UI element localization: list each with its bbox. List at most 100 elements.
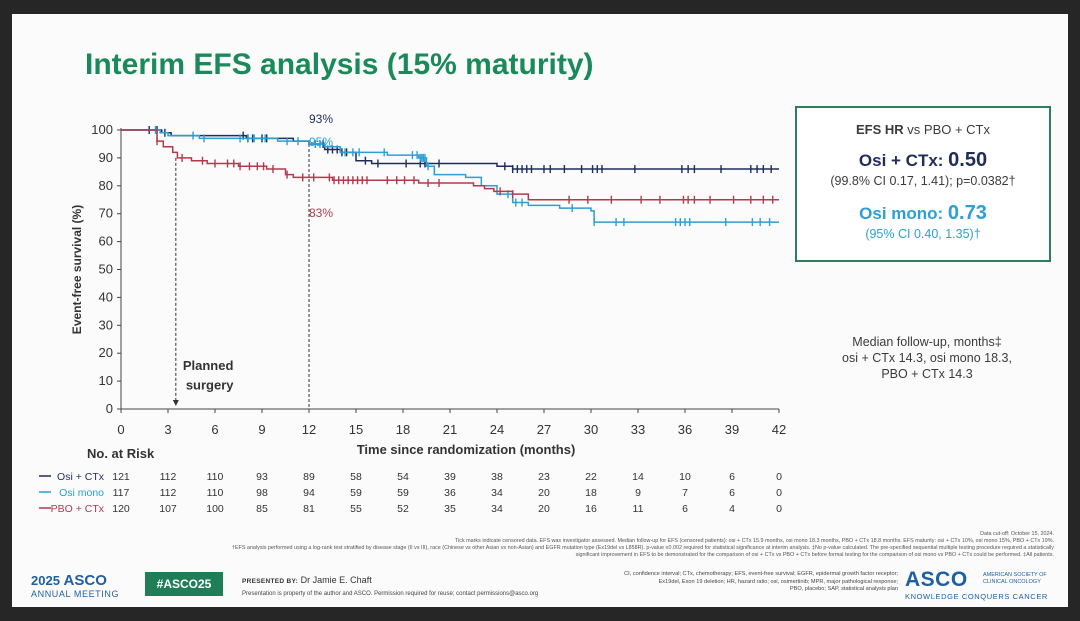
y-tick-label: 40 xyxy=(99,289,113,304)
risk-table-value: 23 xyxy=(538,471,550,483)
x-tick-label: 33 xyxy=(631,422,645,437)
osi-ctx-hr: Osi + CTx: 0.50 xyxy=(858,149,988,171)
y-tick-label: 80 xyxy=(99,178,113,193)
data-cutoff: Data cut-off: October 15, 2024. xyxy=(980,531,1054,537)
risk-table-value: 34 xyxy=(491,503,503,515)
risk-table-value: 7 xyxy=(682,487,688,499)
y-tick-label: 30 xyxy=(99,317,113,332)
series-curve xyxy=(121,129,779,223)
footnote-1: Tick marks indicate censored data. EFS w… xyxy=(454,538,1054,544)
slide: Interim EFS analysis (15% maturity) 0 10 2… xyxy=(12,14,1068,607)
risk-table-value: 94 xyxy=(303,487,315,499)
landmark-annotation: 93% xyxy=(309,112,333,126)
osi-ctx-ci: (99.8% CI 0.17, 1.41); p=0.0382† xyxy=(830,174,1016,188)
x-tick-label: 3 xyxy=(164,422,171,437)
x-axis-label: Time since randomization (months) xyxy=(357,442,576,457)
y-tick-label: 70 xyxy=(99,206,113,221)
risk-table-value: 6 xyxy=(729,471,735,483)
risk-table-value: 22 xyxy=(585,471,597,483)
hashtag-badge: #ASCO25 xyxy=(145,572,223,596)
risk-table-value: 110 xyxy=(207,471,224,483)
y-tick-label: 20 xyxy=(99,345,113,360)
x-tick-label: 36 xyxy=(678,422,692,437)
risk-table-value: 9 xyxy=(635,487,641,499)
osi-mono-hr: Osi mono: 0.73 xyxy=(859,202,987,224)
risk-table-value: 120 xyxy=(112,503,130,515)
y-axis-label: Event-free survival (%) xyxy=(70,205,84,334)
x-tick-label: 18 xyxy=(396,422,410,437)
x-tick-label: 15 xyxy=(349,422,363,437)
risk-table-value: 58 xyxy=(350,471,362,483)
risk-table-value: 0 xyxy=(776,487,782,499)
y-tick-label: 60 xyxy=(99,234,113,249)
surgery-label: surgery xyxy=(186,377,234,392)
risk-table-value: 6 xyxy=(682,503,688,515)
risk-table-value: 6 xyxy=(729,487,735,499)
risk-table-value: 93 xyxy=(256,471,268,483)
y-tick-label: 0 xyxy=(106,401,113,416)
risk-table-value: 98 xyxy=(256,487,268,499)
risk-table-value: 54 xyxy=(397,471,409,483)
risk-table-value: 20 xyxy=(538,503,550,515)
risk-table-title: No. at Risk xyxy=(87,446,155,461)
risk-table-value: 81 xyxy=(303,503,315,515)
risk-row-label: PBO + CTx xyxy=(51,503,105,515)
x-tick-label: 12 xyxy=(302,422,316,437)
risk-row-label: Osi + CTx xyxy=(57,471,105,483)
surgery-arrow xyxy=(172,400,179,406)
risk-table-value: 85 xyxy=(256,503,268,515)
y-tick-label: 50 xyxy=(99,262,113,277)
abbreviations: CI, confidence interval; CTx, chemothera… xyxy=(624,571,898,593)
y-tick-label: 10 xyxy=(99,373,113,388)
risk-table-value: 11 xyxy=(633,503,644,515)
x-tick-label: 30 xyxy=(584,422,598,437)
risk-table-value: 59 xyxy=(350,487,362,499)
risk-table-value: 0 xyxy=(776,503,782,515)
landmark-annotation: 83% xyxy=(309,206,333,220)
median-follow-up: Median follow-up, months‡ osi + CTx 14.3… xyxy=(842,335,1012,381)
risk-table-value: 107 xyxy=(159,503,177,515)
landmark-annotation: 95% xyxy=(309,135,333,149)
x-tick-label: 27 xyxy=(537,422,551,437)
property-notice: Presentation is property of the author a… xyxy=(242,591,539,597)
risk-table-value: 112 xyxy=(160,487,177,499)
x-tick-label: 9 xyxy=(258,422,265,437)
risk-table-value: 14 xyxy=(632,471,644,483)
hr-box-header: EFS HR vs PBO + CTx xyxy=(856,122,990,137)
risk-table-value: 89 xyxy=(303,471,315,483)
osi-mono-ci: (95% CI 0.40, 1.35)† xyxy=(865,227,981,241)
x-tick-label: 6 xyxy=(211,422,218,437)
risk-table-value: 0 xyxy=(776,471,782,483)
risk-table-value: 121 xyxy=(112,471,130,483)
hr-box: EFS HR vs PBO + CTx Osi + CTx: 0.50 (99.… xyxy=(795,106,1051,262)
y-tick-label: 90 xyxy=(99,150,113,165)
x-tick-label: 24 xyxy=(490,422,504,437)
risk-table-value: 10 xyxy=(679,471,691,483)
risk-table-value: 38 xyxy=(491,471,503,483)
risk-table-value: 16 xyxy=(585,503,597,515)
risk-table-value: 55 xyxy=(350,503,362,515)
risk-table-value: 39 xyxy=(444,471,456,483)
slide-title: Interim EFS analysis (15% maturity) xyxy=(85,48,594,81)
risk-row-label: Osi mono xyxy=(59,487,104,499)
asco-annual-meeting-logo: 2025 ASCO ANNUAL MEETING xyxy=(31,572,120,599)
risk-table-value: 36 xyxy=(444,487,456,499)
risk-table-value: 18 xyxy=(585,487,597,499)
risk-table-value: 20 xyxy=(538,487,550,499)
risk-table-value: 4 xyxy=(729,503,735,515)
risk-table-value: 59 xyxy=(397,487,409,499)
footnote-3: significant improvement in EFS to be dem… xyxy=(575,552,1054,558)
risk-table-value: 100 xyxy=(206,503,224,515)
x-tick-label: 42 xyxy=(772,422,786,437)
risk-table-value: 34 xyxy=(491,487,503,499)
asco-society-logo: ASCO AMERICAN SOCIETY OF CLINICAL ONCOLOG… xyxy=(905,568,1048,601)
risk-table-value: 52 xyxy=(397,503,409,515)
y-tick-label: 100 xyxy=(91,122,113,137)
risk-table-value: 112 xyxy=(160,471,177,483)
x-tick-label: 0 xyxy=(117,422,124,437)
footnote-2: †EFS analysis performed using a log-rank… xyxy=(231,545,1054,551)
series-curve xyxy=(121,129,779,201)
presented-by: PRESENTED BY: Dr Jamie E. Chaft xyxy=(242,575,372,585)
x-tick-label: 39 xyxy=(725,422,739,437)
